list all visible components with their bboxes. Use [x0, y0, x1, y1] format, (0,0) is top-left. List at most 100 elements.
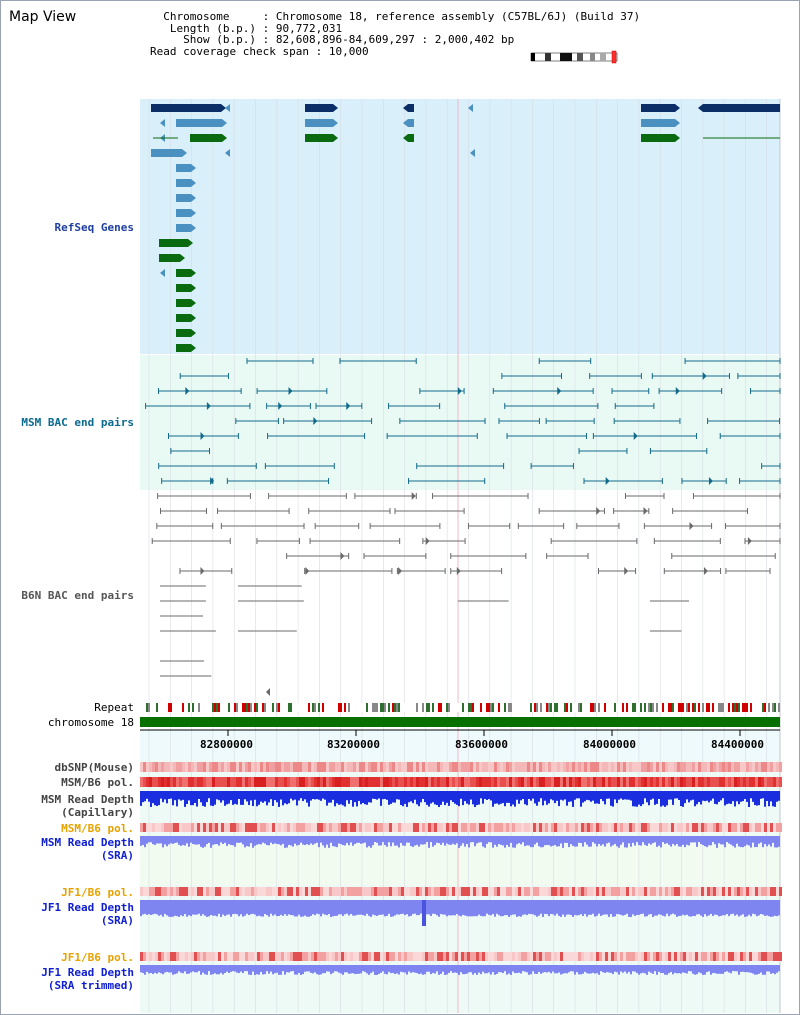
repeat-block: [352, 703, 354, 712]
repeat-block: [382, 703, 384, 712]
jf1-pol-cell: [278, 887, 281, 896]
jf1-sra-depth-bar: [412, 900, 414, 915]
msm-pol-cell: [299, 823, 302, 832]
msm-pol-cell: [440, 823, 443, 832]
msm-pol-cell: [581, 777, 584, 787]
jf1-sra-depth-bar: [680, 900, 682, 916]
repeat-block: [762, 703, 764, 712]
msm-capillary-depth-bar: [190, 791, 192, 806]
jf1-pol-cell: [773, 887, 776, 896]
msm-capillary-depth-bar: [642, 791, 644, 805]
jf1-b6-pol-label-2[interactable]: JF1/B6 pol.: [61, 951, 134, 964]
jf1-trimmed-depth-bar: [558, 965, 560, 973]
ideogram-band: [577, 53, 583, 61]
msm-capillary-depth-bar: [600, 791, 602, 800]
msm-b6-pol-label-2[interactable]: MSM/B6 pol.: [61, 822, 134, 835]
jf1-trimmed-depth-bar: [722, 965, 724, 974]
repeat-block: [208, 703, 210, 712]
msm-pol-cell: [656, 777, 659, 787]
jf1-trimmed-depth-bar: [664, 965, 666, 975]
msm-pol-cell: [494, 823, 497, 832]
dbsnp-cell: [323, 762, 326, 772]
jf1-trimmed-depth-bar: [772, 965, 774, 974]
repeat-block: [408, 703, 410, 712]
msm-depth-capillary-label-1[interactable]: MSM Read Depth: [41, 793, 134, 806]
msm-pol-cell: [236, 777, 239, 787]
jf1-depth-trimmed-label-1[interactable]: JF1 Read Depth: [41, 966, 134, 979]
jf1-pol-cell: [764, 887, 767, 896]
b6n-bac-pair-arrow: [200, 567, 205, 575]
jf1-pol-cell: [275, 952, 278, 961]
b6n-bac-pair-arrow: [340, 552, 345, 560]
msm-sra-depth-bar: [512, 836, 514, 848]
msm-pol-cell: [233, 777, 236, 787]
dbsnp-label[interactable]: dbSNP(Mouse): [54, 761, 134, 774]
jf1-pol-cell: [308, 887, 311, 896]
repeat-block: [630, 703, 632, 712]
msm-capillary-depth-bar: [692, 791, 694, 800]
msm-depth-sra-label-1[interactable]: MSM Read Depth: [41, 836, 134, 849]
msm-pol-cell: [737, 777, 740, 787]
refseq-genes-label[interactable]: RefSeq Genes: [54, 221, 134, 234]
jf1-pol-cell: [203, 887, 206, 896]
msm-capillary-depth-bar: [264, 791, 266, 802]
jf1-pol-cell: [590, 952, 593, 961]
jf1-pol-cell: [254, 887, 257, 896]
jf1-pol-cell: [290, 887, 293, 896]
repeat-block: [556, 703, 558, 712]
msm-sra-depth-bar: [726, 836, 728, 843]
dbsnp-cell: [533, 762, 536, 772]
jf1-b6-pol-label-1[interactable]: JF1/B6 pol.: [61, 886, 134, 899]
jf1-trimmed-depth-bar: [682, 965, 684, 973]
dbsnp-cell: [542, 762, 545, 772]
jf1-pol-cell: [161, 887, 164, 896]
jf1-pol-cell: [641, 952, 644, 961]
jf1-pol-cell: [641, 887, 644, 896]
msm-sra-depth-bar: [220, 836, 222, 843]
msm-bac-label[interactable]: MSM BAC end pairs: [21, 416, 134, 429]
jf1-sra-depth-bar: [568, 900, 570, 915]
jf1-sra-depth-bar: [766, 900, 768, 916]
refseq-gene: [159, 254, 180, 262]
jf1-sra-depth-bar: [660, 900, 662, 915]
jf1-pol-cell: [194, 952, 197, 961]
b6n-bac-label[interactable]: B6N BAC end pairs: [21, 589, 134, 602]
jf1-trimmed-depth-bar: [580, 965, 582, 975]
msm-b6-pol-label-1[interactable]: MSM/B6 pol.: [61, 776, 134, 789]
jf1-depth-sra-label-1[interactable]: JF1 Read Depth: [41, 901, 134, 914]
jf1-sra-depth-bar: [772, 900, 774, 917]
jf1-trimmed-depth-bar: [250, 965, 252, 975]
repeat-block: [194, 703, 196, 712]
msm-capillary-depth-bar: [174, 791, 176, 801]
jf1-trimmed-depth-bar: [446, 965, 448, 975]
msm-capillary-depth-bar: [628, 791, 630, 800]
jf1-trimmed-depth-bar: [602, 965, 604, 973]
msm-pol-cell: [515, 777, 518, 787]
jf1-sra-depth-bar: [530, 900, 532, 915]
jf1-pol-cell: [464, 887, 467, 896]
jf1-sra-depth-bar: [556, 900, 558, 914]
msm-pol-cell: [749, 823, 752, 832]
jf1-pol-cell: [215, 887, 218, 896]
jf1-pol-cell: [428, 952, 431, 961]
msm-pol-cell: [242, 823, 245, 832]
jf1-trimmed-depth-bar: [732, 965, 734, 972]
jf1-trimmed-depth-bar: [344, 965, 346, 973]
msm-sra-depth-bar: [424, 836, 426, 845]
msm-pol-cell: [413, 823, 416, 832]
jf1-pol-cell: [371, 887, 374, 896]
refseq-gene: [176, 209, 191, 217]
msm-pol-cell: [590, 823, 593, 832]
msm-sra-depth-bar: [330, 836, 332, 843]
repeat-block: [470, 703, 472, 712]
msm-sra-depth-bar: [444, 836, 446, 846]
msm-capillary-depth-bar: [404, 791, 406, 804]
msm-pol-cell: [308, 823, 311, 832]
msm-capillary-depth-bar: [722, 791, 724, 799]
msm-capillary-depth-bar: [508, 791, 510, 803]
msm-capillary-depth-bar: [704, 791, 706, 802]
msm-capillary-depth-bar: [564, 791, 566, 800]
msm-capillary-depth-bar: [430, 791, 432, 804]
msm-sra-depth-bar: [228, 836, 230, 845]
